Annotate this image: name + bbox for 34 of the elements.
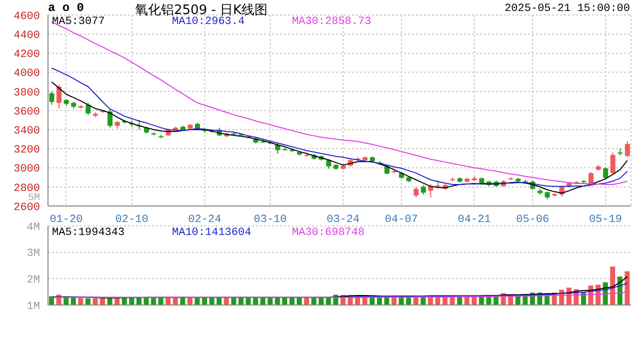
text: MA10:2963.4 (172, 16, 246, 28)
y-tick-label: 3000 (14, 164, 40, 176)
y-tick-label: 3M (26, 248, 40, 260)
y-tick-label: 4400 (14, 30, 40, 42)
x-tick-label: 05-19 (588, 214, 622, 226)
x-tick-label: 04-07 (384, 214, 418, 226)
x-tick-label: 04-21 (458, 214, 492, 226)
y-tick-label: 4000 (14, 68, 40, 80)
annotation: 2025-05-21 15:00:00 (504, 3, 630, 15)
y-tick-label: 4600 (14, 10, 40, 23)
text: 5M (28, 193, 40, 204)
text: MA30:698748 (292, 227, 366, 239)
text: MA5:1994343 (52, 227, 126, 239)
y-tick-label: 2M (26, 274, 40, 287)
x-tick-label: 02-10 (115, 214, 148, 226)
annotation: a o 0 (48, 1, 84, 15)
x-tick-label: 02-24 (188, 214, 222, 226)
y-tick-label: 4200 (14, 49, 40, 62)
y-tick-label: 2600 (14, 202, 40, 214)
x-tick-label: 03-10 (254, 214, 287, 226)
y-tick-label: 3400 (14, 126, 40, 138)
text: MA30:2858.73 (292, 16, 372, 28)
y-tick-label: 1M (26, 300, 40, 313)
x-tick-label: 03-24 (326, 214, 360, 226)
chart-title: 氧化铝2509 - 日K线图 (135, 2, 268, 18)
text: MA10:1413604 (172, 227, 252, 239)
x-tick-label: 01-20 (50, 214, 83, 226)
y-tick-label: 3800 (14, 87, 40, 100)
y-tick-label: 2800 (14, 182, 40, 195)
x-tick-label: 05-06 (516, 214, 550, 226)
text: MA5:3077 (52, 16, 105, 28)
y-tick-label: 3600 (14, 106, 40, 118)
y-tick-label: 4M (26, 222, 40, 234)
y-tick-label: 3200 (14, 144, 40, 157)
